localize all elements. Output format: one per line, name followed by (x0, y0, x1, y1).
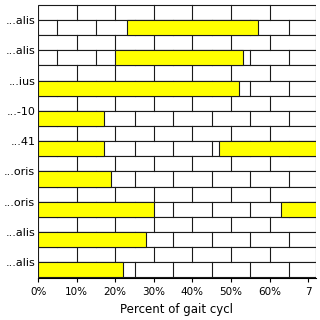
X-axis label: Percent of gait cycl: Percent of gait cycl (120, 303, 234, 316)
Bar (38, 141, 316, 156)
Bar (38, 20, 316, 35)
Bar (38, 232, 146, 247)
Bar (38, 202, 316, 217)
Bar (38, 50, 316, 66)
Bar (38, 35, 316, 50)
Bar (38, 247, 316, 262)
Bar (38, 172, 111, 187)
Bar (38, 217, 316, 232)
Bar (38, 202, 154, 217)
Bar (38, 81, 316, 96)
Bar (38, 141, 104, 156)
Bar (38, 156, 316, 172)
Bar (38, 232, 316, 247)
Bar (220, 141, 316, 156)
Bar (38, 96, 316, 111)
Bar (38, 262, 123, 277)
Bar (38, 111, 316, 126)
Bar (38, 172, 316, 187)
Bar (38, 81, 239, 96)
Bar (38, 262, 316, 277)
Bar (38, 126, 316, 141)
Bar (281, 202, 316, 217)
Bar (38, 187, 316, 202)
Bar (127, 20, 258, 35)
Bar (38, 5, 316, 20)
Bar (115, 50, 243, 66)
Bar (38, 66, 316, 81)
Bar (38, 111, 104, 126)
